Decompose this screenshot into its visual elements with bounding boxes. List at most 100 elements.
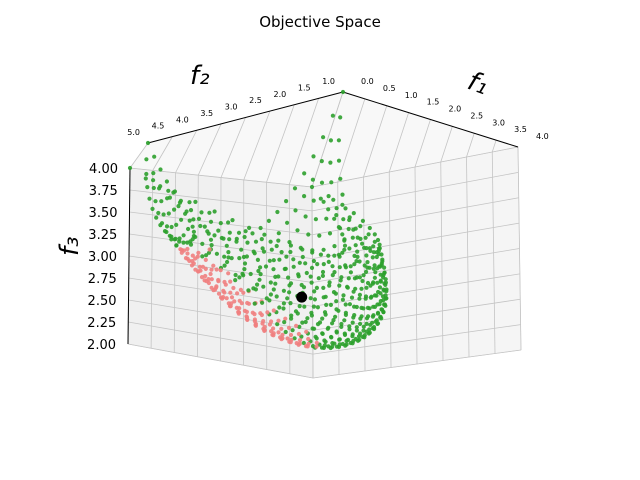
green-point [372,326,377,332]
f2-tick-label: 1.0 [322,77,335,86]
green-point [360,278,365,284]
f2-tick-label: 4.5 [152,122,165,131]
green-point [288,301,293,306]
green-point [350,334,355,339]
green-point [341,293,346,298]
green-point [214,251,219,256]
green-point [328,302,333,307]
green-point [239,247,244,252]
green-point [301,340,306,346]
green-point [274,294,279,299]
green-point [332,253,337,258]
green-point [313,217,318,222]
pink-point [306,341,311,346]
green-point [352,313,357,318]
green-point [258,225,263,231]
pink-point [288,332,294,338]
green-point [320,269,326,275]
pink-point [294,323,299,328]
pink-point [183,256,189,261]
green-point [261,284,266,289]
green-point [271,267,276,272]
green-point [369,294,374,299]
green-point [236,230,242,235]
green-point [319,180,325,185]
green-point [312,289,317,294]
green-point [372,232,377,237]
green-point [158,167,163,172]
green-point [311,258,316,264]
green-point [324,216,329,221]
green-point [320,316,325,321]
green-point [169,234,174,239]
green-point [179,217,184,222]
green-point [309,280,314,285]
green-point [271,258,276,263]
green-point [354,259,359,264]
green-point [309,184,315,190]
green-point [299,334,304,339]
pink-point [203,273,208,279]
green-point [143,176,148,181]
pink-point [222,290,227,295]
pink-point [234,305,239,310]
green-point [332,216,337,221]
green-point [266,218,271,223]
green-point [329,180,334,185]
green-point [193,234,198,240]
green-point [375,266,380,271]
green-point [334,330,339,335]
pink-point [189,263,195,268]
green-point [325,326,330,331]
pink-point [262,324,267,329]
grid-line-f1-top [414,119,431,168]
pink-point [218,268,223,273]
grid-line-f1-top [363,105,388,178]
green-point [209,243,214,248]
green-point [250,231,255,236]
green-point [171,190,176,195]
green-point [202,224,207,229]
pink-point [197,264,202,269]
green-point [297,324,302,329]
green-point [227,230,232,235]
pink-point [269,319,274,324]
green-point [204,253,209,258]
grid-line-z-right [312,222,520,260]
grid-line-f2-top [175,130,198,173]
green-point [247,225,252,230]
green-point [342,247,347,252]
green-point [258,272,263,277]
green-point [288,243,293,248]
green-point [353,243,358,248]
green-point [147,196,152,201]
green-point [339,324,344,329]
green-point [374,254,379,260]
green-point [337,342,342,347]
green-point [346,226,351,232]
green-point [338,278,343,283]
green-point [268,280,273,285]
green-point [253,287,258,292]
z-tick-label: 2.00 [87,338,116,353]
green-point [275,322,280,327]
grid-line-f1-side [466,156,470,358]
z-tick-label: 4.00 [89,162,118,177]
green-point [207,210,212,215]
pink-point [190,253,195,258]
pink-point [209,285,214,290]
grid-line-f2-top [129,142,149,169]
green-point [259,237,264,242]
pink-point [288,340,293,345]
green-point [350,320,355,325]
pink-point [245,317,250,322]
pink-point [235,291,240,296]
grid-line-z-left [129,233,313,260]
green-point [327,280,332,285]
green-point [331,318,336,323]
green-point [367,225,372,231]
green-point [370,320,375,325]
green-point [367,306,372,311]
green-point [273,281,278,286]
f2-tick-label: 5.0 [127,128,140,137]
